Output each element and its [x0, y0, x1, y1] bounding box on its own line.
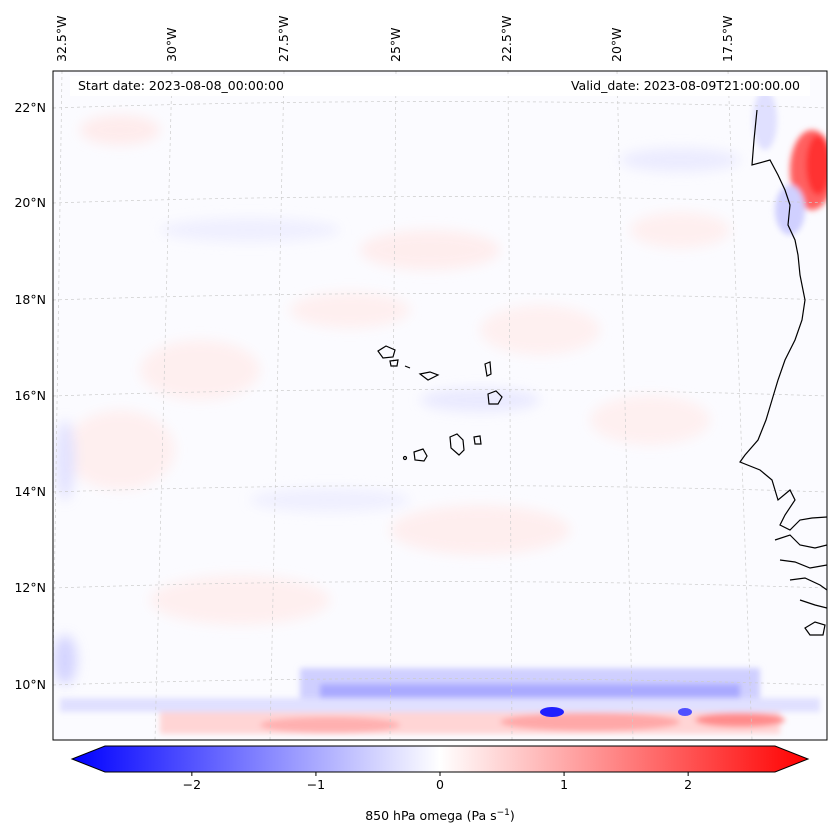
colorbar-tick-label: −2	[183, 777, 201, 792]
colorbar-bar	[70, 745, 810, 773]
lat-label: 20°N	[14, 195, 46, 210]
lon-label: 20°W	[609, 27, 624, 62]
lon-label: 22.5°W	[499, 16, 514, 62]
start-date-label: Start date: 2023-08-08_00:00:00	[78, 78, 284, 93]
longitude-labels: 32.5°W 30°W 27.5°W 25°W 22.5°W 20°W 17.5…	[54, 16, 735, 62]
map-frame	[52, 70, 828, 741]
colorbar: −2 −1 0 1 2 850 hPa omega (Pa s−1)	[70, 745, 810, 823]
graticule	[53, 71, 827, 740]
omega-field	[53, 71, 827, 740]
colorbar-tick-label: 1	[560, 777, 568, 792]
latitude-labels: 22°N 20°N 18°N 16°N 14°N 12°N 10°N	[14, 100, 46, 692]
valid-date-label: Valid_date: 2023-08-09T21:00:00.00	[571, 78, 800, 93]
lat-label: 12°N	[14, 580, 46, 595]
lat-label: 16°N	[14, 388, 46, 403]
lon-label: 27.5°W	[276, 16, 291, 62]
lon-label: 17.5°W	[720, 16, 735, 62]
colorbar-tick-label: 2	[684, 777, 692, 792]
coastline	[377, 109, 827, 636]
lat-label: 14°N	[14, 484, 46, 499]
header-box	[70, 76, 810, 96]
colorbar-tick-label: 0	[436, 777, 444, 792]
lon-label: 25°W	[388, 27, 403, 62]
lat-label: 18°N	[14, 292, 46, 307]
lat-label: 10°N	[14, 677, 46, 692]
colorbar-label: 850 hPa omega (Pa s−1)	[365, 808, 515, 823]
lat-label: 22°N	[14, 100, 46, 115]
lon-label: 32.5°W	[54, 16, 69, 62]
colorbar-ticks: −2 −1 0 1 2	[183, 772, 692, 792]
colorbar-tick-label: −1	[307, 777, 325, 792]
lon-label: 30°W	[164, 27, 179, 62]
